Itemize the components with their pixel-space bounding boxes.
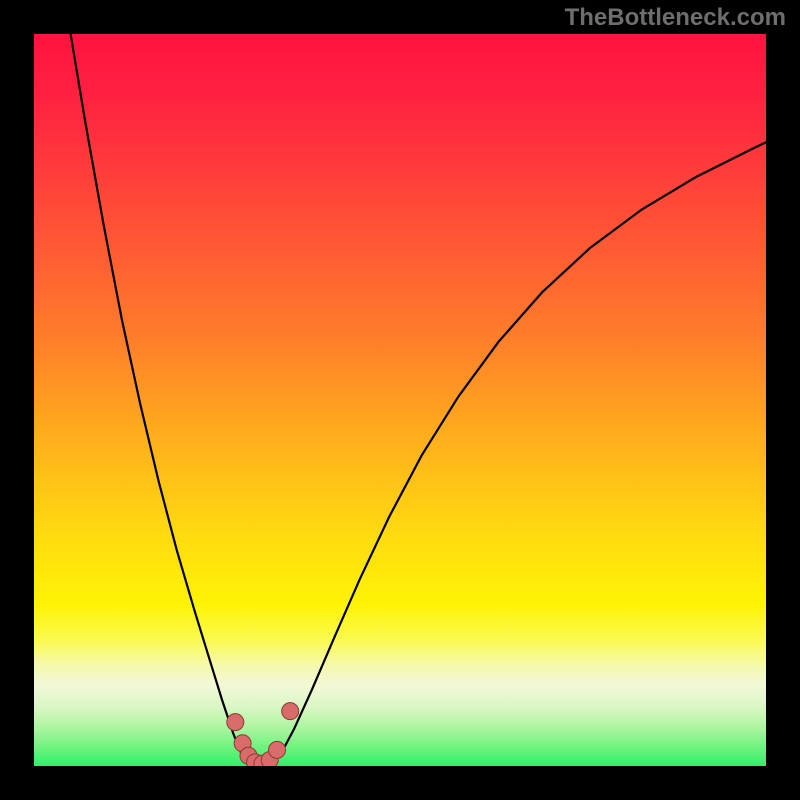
- chart-container: [34, 34, 766, 766]
- watermark-text: TheBottleneck.com: [565, 4, 786, 32]
- data-marker: [269, 741, 286, 758]
- gradient-background: [34, 34, 766, 766]
- data-marker: [282, 703, 299, 720]
- bottleneck-chart: [34, 34, 766, 766]
- data-marker: [227, 714, 244, 731]
